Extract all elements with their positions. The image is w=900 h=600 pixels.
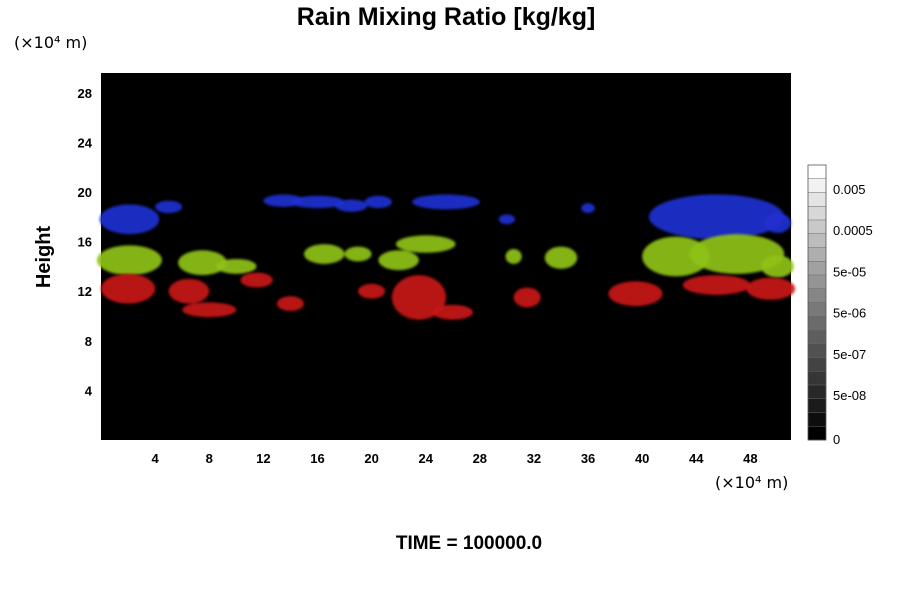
colorbar-step [808, 398, 826, 413]
x-tick-label: 40 [635, 451, 649, 466]
y-tick-label: 16 [78, 235, 92, 250]
x-axis-ticks: 4 8 12 16 20 24 28 32 36 40 44 48 [152, 451, 758, 466]
x-tick-label: 28 [473, 451, 487, 466]
x-tick-label: 4 [152, 451, 160, 466]
upper-blob [155, 200, 183, 214]
upper-blob [498, 214, 515, 225]
upper-blob [412, 194, 480, 210]
upper-blob [99, 204, 160, 235]
middle-layer [96, 234, 794, 278]
upper-blob [763, 213, 791, 233]
lower-blob [276, 296, 304, 312]
lower-blob [240, 272, 273, 288]
colorbar-step [808, 233, 826, 248]
middle-blob [303, 244, 345, 264]
middle-blob [395, 235, 456, 253]
colorbar-step [808, 302, 826, 317]
colorbar-step [808, 192, 826, 207]
x-tick-label: 44 [689, 451, 704, 466]
colorbar-step [808, 330, 826, 345]
colorbar-step [808, 206, 826, 221]
upper-blob [290, 195, 345, 209]
upper-blob [364, 195, 392, 209]
colorbar-label: 5e-06 [833, 306, 866, 321]
lower-blob [513, 287, 541, 308]
y-axis-ticks: 4 8 12 16 20 24 28 [78, 86, 93, 399]
y-tick-label: 4 [85, 383, 93, 398]
colorbar-label: 0.005 [833, 182, 866, 197]
upper-blob [648, 194, 785, 240]
colorbar-label: 0.0005 [833, 223, 873, 238]
y-axis-label: Height [33, 226, 55, 289]
colorbar-step [808, 220, 826, 235]
x-axis-unit: (×10⁴ m) [715, 473, 788, 492]
middle-blob [505, 249, 522, 264]
middle-blob [344, 246, 372, 262]
colorbar-step [808, 343, 826, 358]
middle-blob [544, 246, 578, 269]
colorbar-step [808, 165, 826, 180]
upper-layer [99, 194, 791, 240]
colorbar-label: 5e-08 [833, 388, 866, 403]
colorbar-step [808, 275, 826, 290]
lower-blob [101, 273, 156, 304]
middle-blob [378, 250, 419, 271]
middle-blob [216, 258, 257, 274]
x-tick-label: 16 [310, 451, 324, 466]
lower-blob [432, 304, 474, 320]
y-tick-label: 24 [78, 135, 93, 150]
lower-blob [682, 275, 751, 295]
colorbar-step [808, 371, 826, 386]
chart-title: Rain Mixing Ratio [kg/kg] [297, 3, 596, 31]
lower-blob [358, 283, 386, 299]
time-label: TIME = 100000.0 [396, 533, 542, 554]
colorbar-step [808, 261, 826, 276]
colorbar-step [808, 247, 826, 262]
x-tick-label: 24 [418, 451, 433, 466]
upper-blob [335, 199, 368, 212]
x-tick-label: 48 [743, 451, 757, 466]
colorbar-step [808, 412, 826, 427]
colorbar-step [808, 288, 826, 303]
upper-blob [581, 203, 595, 214]
colorbar-label: 0 [833, 432, 840, 447]
x-tick-label: 20 [364, 451, 378, 466]
middle-blob [761, 255, 794, 278]
x-tick-label: 12 [256, 451, 270, 466]
colorbar-step [808, 385, 826, 400]
precipitation-field [96, 194, 796, 320]
colorbar: 0 5e-08 5e-07 5e-06 5e-05 0.0005 0.005 [807, 164, 873, 447]
y-axis-unit: (×10⁴ m) [14, 33, 87, 52]
x-tick-label: 36 [581, 451, 595, 466]
lower-blob [182, 302, 237, 318]
lower-layer [101, 272, 796, 320]
y-tick-label: 20 [78, 185, 92, 200]
lower-blob [391, 275, 446, 320]
colorbar-label: 5e-05 [833, 264, 866, 279]
colorbar-step [808, 357, 826, 372]
x-tick-label: 32 [527, 451, 541, 466]
lower-blob [168, 278, 210, 304]
middle-blob [96, 245, 162, 276]
lower-blob [746, 277, 796, 300]
x-tick-label: 8 [206, 451, 213, 466]
y-tick-label: 12 [78, 284, 92, 299]
colorbar-step [808, 178, 826, 193]
lower-blob [608, 281, 663, 307]
y-tick-label: 8 [85, 334, 92, 349]
colorbar-frame [807, 164, 827, 441]
colorbar-step [808, 426, 826, 441]
colorbar-label: 5e-07 [833, 347, 866, 362]
middle-blob [178, 250, 227, 276]
middle-blob [642, 236, 710, 277]
colorbar-step [808, 316, 826, 331]
middle-blob [689, 234, 785, 274]
y-tick-label: 28 [78, 86, 92, 101]
